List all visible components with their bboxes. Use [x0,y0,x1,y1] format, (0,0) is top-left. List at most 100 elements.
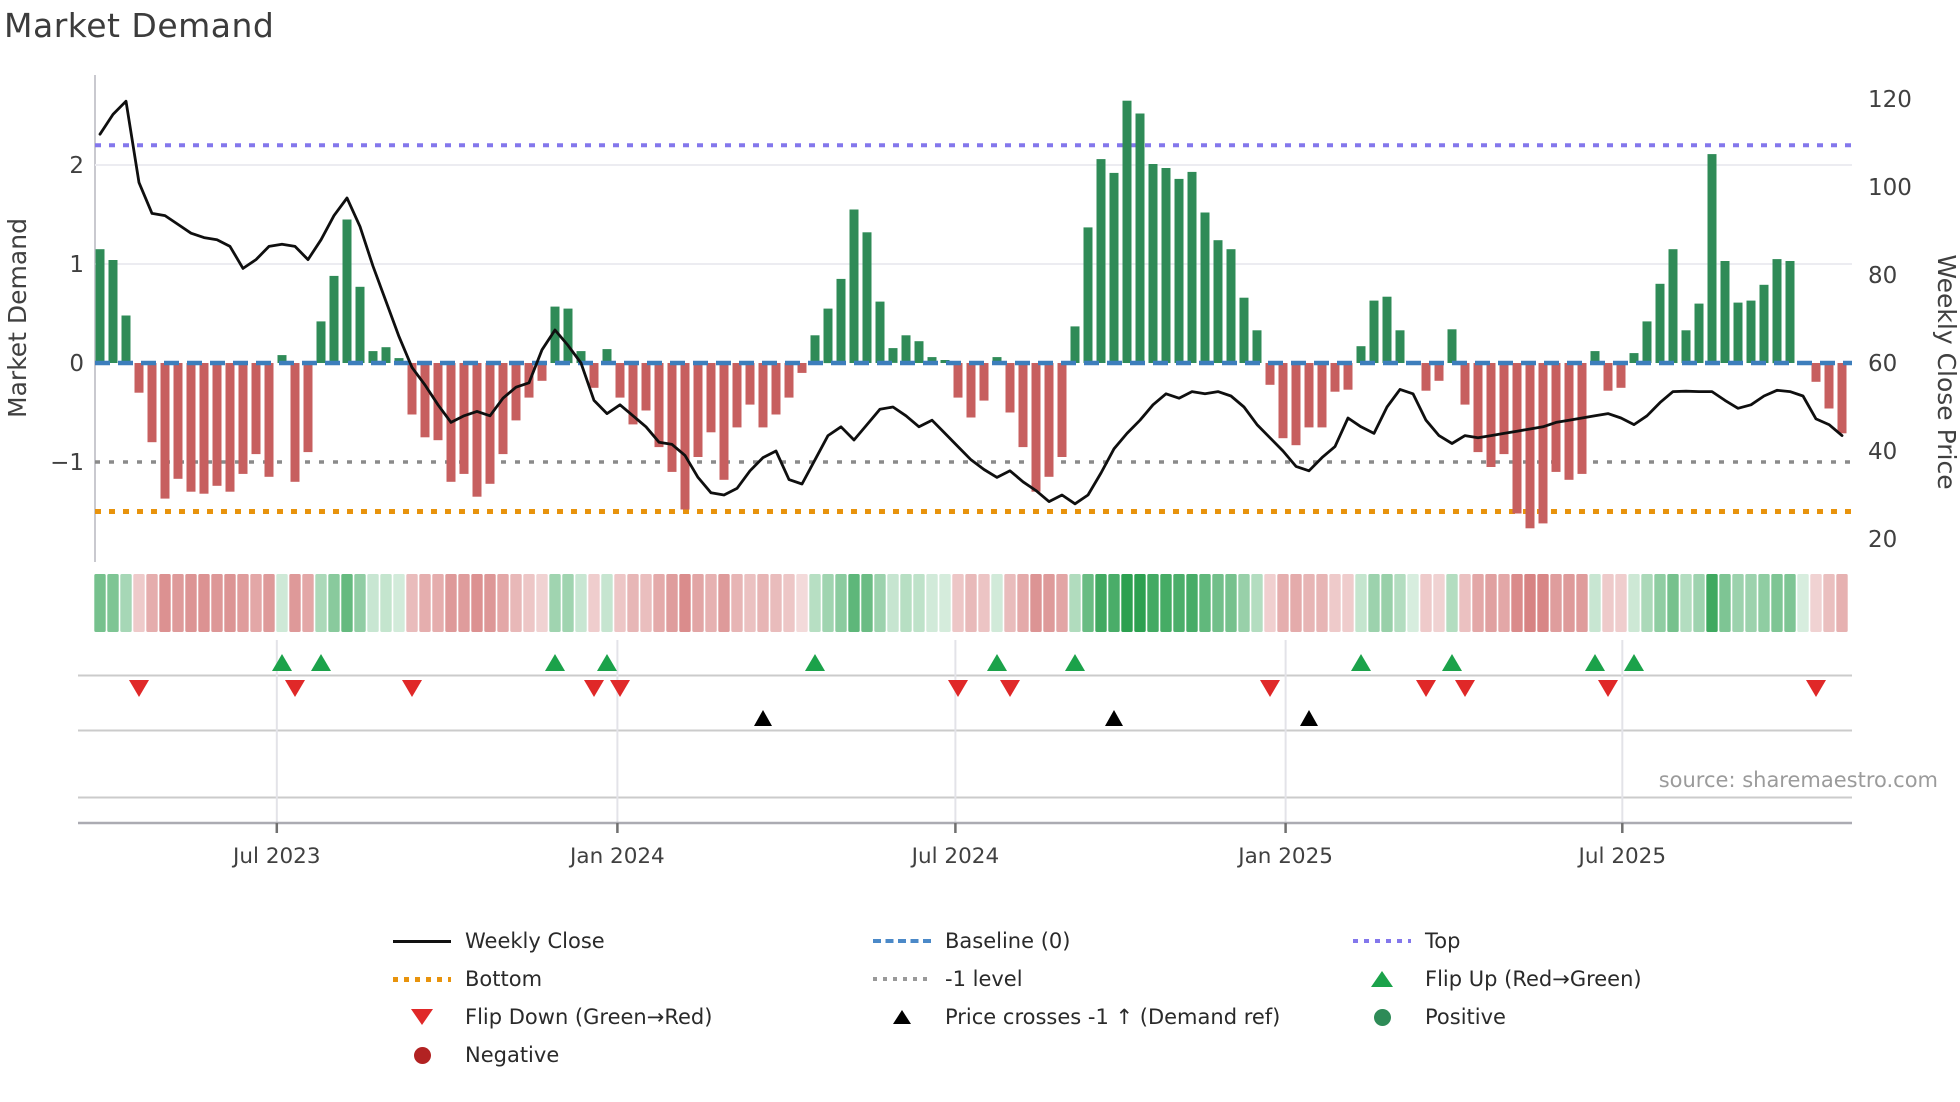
heatmap-cell [913,574,925,632]
demand-bar [1499,363,1509,455]
heatmap-cell [250,574,262,632]
right-tick-label: 100 [1868,175,1912,201]
heatmap-cell [1589,574,1601,632]
demand-bar [1239,297,1249,363]
demand-bar [1083,227,1093,363]
heatmap-cell [1134,574,1146,632]
demand-bar [1668,249,1678,363]
demand-bar [953,363,963,398]
top-dotted-icon [1353,939,1411,943]
weekly-close-line-icon [393,939,451,943]
right-tick-label: 20 [1868,527,1897,553]
weekly-close-line [98,99,1844,506]
heatmap-cell [1121,574,1133,632]
demand-bar [1330,363,1340,392]
heatmap-cell [211,574,223,632]
heatmap-cell [1784,574,1796,632]
flip-up-icon [805,654,825,671]
price-cross-markers [754,710,1318,726]
demand-bar [1707,154,1717,363]
heatmap-cell [1160,574,1172,632]
heatmap-cell [458,574,470,632]
heatmap-cell [887,574,899,632]
minus1-dotted-icon [873,977,931,981]
legend-item-label: Positive [1425,1005,1506,1029]
legend-item-tri-up-black: Price crosses -1 ↑ (Demand ref) [873,1005,1353,1029]
heatmap-cell [263,574,275,632]
demand-bar [173,363,183,479]
heatmap-cell [757,574,769,632]
heatmap-cell [536,574,548,632]
demand-bar [277,355,287,363]
heatmap-cell [198,574,210,632]
demand-bar [329,275,339,363]
heatmap-cell [1290,574,1302,632]
flip-up-icon [987,654,1007,671]
positive-circle-icon [1353,1008,1411,1026]
demand-bar [1148,164,1158,363]
heatmap-cell [1823,574,1835,632]
heatmap-cell [237,574,249,632]
demand-bar [108,260,118,363]
demand-bar [1200,212,1210,363]
flip-up-triangle-icon [1353,971,1411,987]
flip-down-icon [1455,680,1475,697]
legend-item-label: Negative [465,1043,560,1067]
chart-legend: Weekly Close Baseline (0) Top Bottom -1 leve… [393,922,1853,1074]
demand-bar [745,363,755,405]
heatmap-cell [367,574,379,632]
heatmap-cell [276,574,288,632]
heatmap-cell [1030,574,1042,632]
right-tick-label: 40 [1868,439,1897,465]
demand-bar [147,363,157,443]
heatmap-cell [705,574,717,632]
demand-bar [160,363,170,499]
heatmap-cell [1394,574,1406,632]
left-tick-label: −1 [50,450,84,476]
heatmap-cell [1615,574,1627,632]
right-tick-label: 60 [1868,351,1897,377]
left-tick-label: 2 [69,153,84,179]
source-attribution: source: sharemaestro.com [1658,768,1938,792]
heatmap-cell [1667,574,1679,632]
heatmap-cell [822,574,834,632]
flip-down-icon [948,680,968,697]
legend-item-line-black: Weekly Close [393,929,873,953]
demand-bar [381,347,391,363]
heatmap-cell [1043,574,1055,632]
x-tick-label: Jan 2025 [1236,844,1333,869]
demand-bar [1135,113,1145,363]
heatmap-cell [1719,574,1731,632]
demand-bar [1018,363,1028,448]
heatmap-cell [497,574,509,632]
heatmap-cell [302,574,314,632]
demand-bar [1421,363,1431,391]
heatmap-cell [1381,574,1393,632]
x-tick-label: Jan 2024 [568,844,665,869]
demand-bar [1434,363,1444,381]
heatmap-cell [1446,574,1458,632]
demand-bar [706,363,716,433]
legend-item-label: Bottom [465,967,543,991]
demand-bar [1278,363,1288,439]
flip-up-icon [1351,654,1371,671]
demand-bar [212,363,222,486]
demand-bar [849,209,859,363]
demand-bar [550,306,560,363]
demand-heatmap-strip [94,574,1848,632]
heatmap-cell [692,574,704,632]
flip-down-icon [285,680,305,697]
negative-circle-icon [393,1046,451,1064]
demand-bar [433,363,443,441]
heatmap-cell [653,574,665,632]
demand-bar [979,363,989,401]
heatmap-cell [1472,574,1484,632]
demand-bar [1460,363,1470,405]
demand-bar [1837,363,1847,434]
demand-bar [1655,283,1665,363]
legend-item-label: Weekly Close [465,929,605,953]
flip-down-icon [584,680,604,697]
x-tick-label: Jul 2023 [231,844,321,869]
heatmap-cell [1173,574,1185,632]
heatmap-cell [939,574,951,632]
